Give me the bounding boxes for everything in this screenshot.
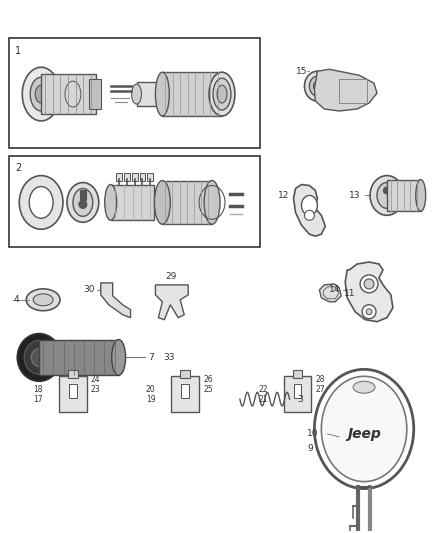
Ellipse shape <box>314 81 321 91</box>
Ellipse shape <box>31 349 47 366</box>
Ellipse shape <box>364 279 374 289</box>
Ellipse shape <box>67 182 99 222</box>
Bar <box>68 370 78 378</box>
Ellipse shape <box>383 187 390 194</box>
Bar <box>162 72 222 116</box>
Text: 17: 17 <box>33 394 43 403</box>
Polygon shape <box>319 284 341 302</box>
Ellipse shape <box>217 85 227 103</box>
Bar <box>180 370 190 378</box>
Text: 29: 29 <box>165 272 177 281</box>
Text: 22: 22 <box>258 385 268 394</box>
Text: 2: 2 <box>15 163 21 173</box>
Text: 4: 4 <box>13 295 19 304</box>
Ellipse shape <box>377 182 397 208</box>
Text: Jeep: Jeep <box>347 427 381 441</box>
Bar <box>140 173 145 181</box>
Ellipse shape <box>22 67 60 121</box>
Text: 15: 15 <box>296 67 307 76</box>
Bar <box>137 82 159 106</box>
Text: 18: 18 <box>34 385 43 394</box>
Ellipse shape <box>360 275 378 293</box>
Bar <box>116 173 122 181</box>
Text: 9: 9 <box>307 445 313 454</box>
Ellipse shape <box>314 369 414 489</box>
Bar <box>9 156 260 247</box>
Ellipse shape <box>321 376 407 482</box>
Text: 27: 27 <box>315 385 325 394</box>
Ellipse shape <box>353 381 375 393</box>
Text: 23: 23 <box>91 385 100 394</box>
Bar <box>124 173 130 181</box>
Ellipse shape <box>105 184 117 220</box>
Ellipse shape <box>304 211 314 220</box>
Bar <box>387 180 421 212</box>
Ellipse shape <box>17 334 61 381</box>
Text: 14: 14 <box>329 285 341 294</box>
Text: 7: 7 <box>148 353 154 362</box>
Bar <box>111 184 155 220</box>
Bar <box>89 79 101 109</box>
Text: 20: 20 <box>146 385 155 394</box>
Ellipse shape <box>209 72 235 116</box>
Polygon shape <box>293 184 325 236</box>
Ellipse shape <box>366 309 372 314</box>
Ellipse shape <box>213 78 231 110</box>
Bar <box>181 384 189 398</box>
Bar <box>293 384 301 398</box>
Ellipse shape <box>30 77 52 111</box>
Ellipse shape <box>24 341 54 374</box>
Text: 19: 19 <box>146 394 155 403</box>
Ellipse shape <box>112 340 126 375</box>
Ellipse shape <box>370 175 404 215</box>
Ellipse shape <box>19 175 63 229</box>
Bar <box>69 384 77 398</box>
Ellipse shape <box>204 181 220 224</box>
Ellipse shape <box>301 196 318 215</box>
Ellipse shape <box>73 189 93 216</box>
Text: 13: 13 <box>349 191 360 200</box>
Text: 33: 33 <box>163 353 175 362</box>
Text: 11: 11 <box>344 289 356 298</box>
Bar <box>339 79 367 103</box>
Ellipse shape <box>416 180 426 212</box>
Bar <box>148 173 153 181</box>
Ellipse shape <box>33 294 53 306</box>
Bar <box>384 188 390 192</box>
Ellipse shape <box>29 187 53 219</box>
Bar <box>39 340 119 375</box>
Polygon shape <box>345 262 393 321</box>
Bar <box>80 190 86 200</box>
Ellipse shape <box>155 72 170 116</box>
Ellipse shape <box>304 71 330 101</box>
Bar <box>293 370 303 378</box>
Bar <box>171 376 199 412</box>
Text: 24: 24 <box>91 375 100 384</box>
Text: 25: 25 <box>203 385 213 394</box>
Bar <box>162 181 212 224</box>
Ellipse shape <box>26 289 60 311</box>
Bar <box>9 38 260 148</box>
Text: 12: 12 <box>278 191 289 200</box>
Ellipse shape <box>155 181 170 224</box>
Ellipse shape <box>131 84 141 104</box>
Bar <box>41 74 96 114</box>
Polygon shape <box>101 283 131 318</box>
Ellipse shape <box>309 76 325 96</box>
Text: 26: 26 <box>203 375 213 384</box>
Text: 3: 3 <box>297 394 303 403</box>
Polygon shape <box>155 285 188 320</box>
Text: 28: 28 <box>315 375 325 384</box>
Polygon shape <box>314 69 377 111</box>
Ellipse shape <box>362 305 376 319</box>
Text: 1: 1 <box>15 46 21 56</box>
Ellipse shape <box>35 85 47 103</box>
Text: 21: 21 <box>258 394 268 403</box>
Bar <box>283 376 311 412</box>
Text: 30: 30 <box>83 285 94 294</box>
Text: 10: 10 <box>307 430 319 439</box>
Ellipse shape <box>79 200 87 208</box>
Bar <box>131 173 138 181</box>
Bar <box>59 376 87 412</box>
